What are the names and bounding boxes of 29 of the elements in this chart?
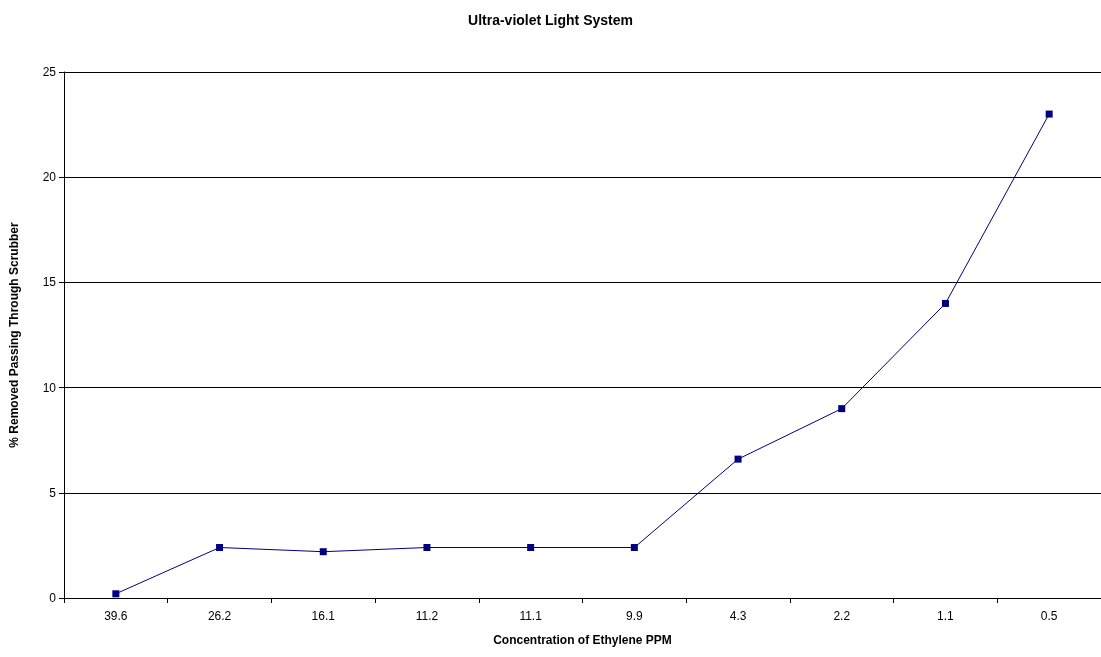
x-tick-label: 9.9 [626,609,644,623]
chart-title: Ultra-violet Light System [468,12,633,28]
y-tick-label: 25 [42,65,57,79]
x-tick-label: 11.1 [519,609,543,623]
x-tick-label: 26.2 [207,609,232,623]
x-axis-title: Concentration of Ethylene PPM [493,633,672,647]
x-tick-label: 11.2 [415,609,439,623]
point [1045,110,1053,118]
x-tick-label: 1.1 [937,609,955,623]
x-tick-label: 4.3 [729,609,747,623]
point [527,544,535,551]
point [630,544,638,551]
point [319,548,327,556]
x-tick-label: 2.2 [833,609,851,623]
y-axis-title: % Removed Passing Through Scrubber [7,221,21,448]
x-tick-label: 0.5 [1040,609,1058,623]
point [838,405,846,413]
x-tick-label: 39.6 [104,609,128,623]
y-tick-label: 0 [49,591,57,605]
y-tick-label: 5 [49,485,57,500]
point [216,544,224,551]
point [734,455,742,463]
y-tick-label: 20 [42,170,57,185]
point [112,590,120,598]
y-tick-label: 15 [42,275,57,290]
y-tick-label: 10 [42,380,57,395]
point [423,544,431,551]
x-tick-label: 16.1 [311,609,336,623]
point [941,299,949,307]
